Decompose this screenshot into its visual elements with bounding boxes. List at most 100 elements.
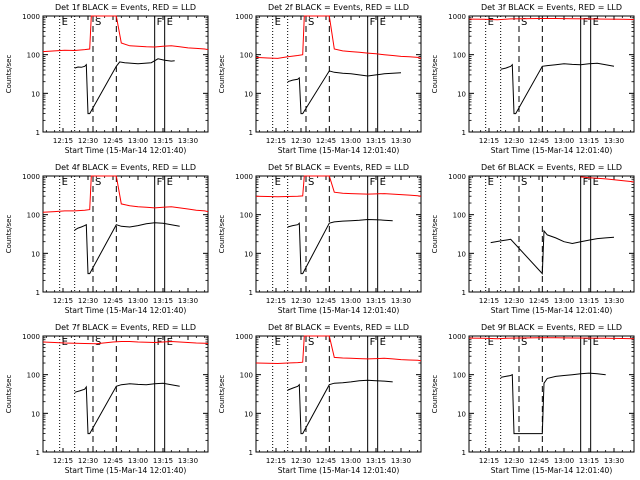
x-axis-label: Start Time (15-Mar-14 12:01:40): [491, 146, 613, 155]
y-tick-label: 1: [36, 129, 40, 137]
marker-label: S: [308, 17, 314, 28]
x-tick-label: 13:00: [554, 297, 574, 305]
x-tick-label: 13:00: [128, 457, 148, 465]
y-axis-label: Counts/sec: [218, 215, 226, 254]
marker-label: F: [157, 177, 163, 188]
panel-det-8: Det 8f BLACK = Events, RED = LLD 1 10 100 10…: [218, 323, 422, 475]
y-tick-label: 1000: [22, 173, 40, 181]
y-tick-label: 100: [240, 212, 253, 220]
panel-title: Det 6f BLACK = Events, RED = LLD: [481, 163, 622, 172]
marker-label: F: [583, 177, 589, 188]
series-line-events: [500, 62, 615, 115]
y-tick-label: 1000: [235, 173, 253, 181]
y-tick-label: 100: [453, 52, 466, 60]
series-line-events: [500, 372, 606, 435]
panel-det-3: Det 3f BLACK = Events, RED = LLD 1 10 100 10…: [431, 3, 635, 155]
marker-label: E: [167, 177, 173, 188]
x-tick-label: 13:15: [153, 297, 173, 305]
marker-label: E: [167, 337, 173, 348]
x-tick-label: 12:45: [103, 457, 123, 465]
panel-det-1: Det 1f BLACK = Events, RED = LLD 1 10 100 10…: [5, 3, 209, 155]
panel-det-4: Det 4f BLACK = Events, RED = LLD 1 10 100 10…: [5, 163, 209, 315]
series-line-events: [74, 382, 180, 435]
series-line-lld: [580, 176, 635, 183]
marker-label: F: [370, 337, 376, 348]
y-tick-label: 10: [244, 410, 253, 418]
x-tick-label: 12:30: [504, 137, 524, 145]
x-tick-label: 12:30: [291, 457, 311, 465]
y-tick-label: 100: [240, 372, 253, 380]
x-tick-label: 13:00: [554, 457, 574, 465]
y-tick-label: 10: [31, 410, 40, 418]
y-tick-label: 1: [249, 449, 253, 457]
marker-label: E: [593, 337, 599, 348]
y-tick-label: 1: [462, 289, 466, 297]
y-tick-label: 1000: [22, 13, 40, 21]
y-tick-label: 1: [462, 449, 466, 457]
x-tick-label: 12:15: [266, 137, 286, 145]
x-tick-label: 13:30: [391, 457, 411, 465]
panel-title: Det 7f BLACK = Events, RED = LLD: [55, 323, 196, 332]
marker-label: E: [62, 177, 68, 188]
x-tick-label: 13:30: [178, 297, 198, 305]
x-tick-label: 12:15: [479, 457, 499, 465]
x-tick-label: 13:30: [178, 137, 198, 145]
series-line-lld: [255, 15, 422, 59]
marker-label: F: [583, 17, 589, 28]
x-tick-label: 12:45: [103, 297, 123, 305]
series-line-lld: [42, 175, 209, 213]
y-tick-label: 1000: [22, 333, 40, 341]
marker-label: E: [275, 177, 281, 188]
y-tick-label: 100: [27, 212, 40, 220]
x-tick-label: 13:30: [604, 297, 624, 305]
marker-label: S: [95, 337, 101, 348]
panel-title: Det 1f BLACK = Events, RED = LLD: [55, 3, 196, 12]
y-tick-label: 100: [27, 372, 40, 380]
series-line-lld: [42, 15, 209, 53]
plot-frame: [255, 175, 422, 293]
x-tick-label: 13:15: [153, 457, 173, 465]
marker-label: E: [380, 337, 386, 348]
x-axis-label: Start Time (15-Mar-14 12:01:40): [65, 146, 187, 155]
x-tick-label: 13:00: [341, 457, 361, 465]
x-tick-label: 12:45: [103, 137, 123, 145]
series-line-events: [74, 222, 180, 275]
y-tick-label: 1: [249, 129, 253, 137]
marker-label: E: [488, 17, 494, 28]
y-tick-label: 100: [240, 52, 253, 60]
y-tick-label: 10: [31, 90, 40, 98]
series-line-events: [490, 229, 615, 275]
y-tick-label: 100: [453, 212, 466, 220]
marker-label: F: [157, 17, 163, 28]
x-tick-label: 13:30: [604, 137, 624, 145]
marker-label: E: [593, 177, 599, 188]
x-tick-label: 12:15: [266, 297, 286, 305]
y-axis-label: Counts/sec: [5, 215, 13, 254]
y-tick-label: 1: [249, 289, 253, 297]
y-tick-label: 10: [244, 90, 253, 98]
x-tick-label: 13:30: [391, 137, 411, 145]
x-tick-label: 12:30: [504, 457, 524, 465]
marker-label: E: [167, 17, 173, 28]
y-tick-label: 10: [457, 90, 466, 98]
x-tick-label: 12:30: [291, 137, 311, 145]
y-axis-label: Counts/sec: [5, 55, 13, 94]
y-tick-label: 10: [457, 250, 466, 258]
x-tick-label: 12:45: [316, 137, 336, 145]
series-line-events: [287, 379, 393, 435]
marker-label: S: [95, 17, 101, 28]
y-axis-label: Counts/sec: [431, 375, 439, 414]
x-tick-label: 13:15: [579, 137, 599, 145]
series-line-events: [287, 70, 402, 115]
panel-det-7: Det 7f BLACK = Events, RED = LLD 1 10 100 10…: [5, 323, 209, 475]
y-tick-label: 1000: [235, 13, 253, 21]
x-tick-label: 13:15: [366, 297, 386, 305]
panel-det-2: Det 2f BLACK = Events, RED = LLD 1 10 100 10…: [218, 3, 422, 155]
marker-label: E: [62, 17, 68, 28]
plot-frame: [42, 175, 209, 293]
y-tick-label: 10: [457, 410, 466, 418]
marker-label: S: [521, 177, 527, 188]
x-tick-label: 13:30: [391, 297, 411, 305]
panel-det-9: Det 9f BLACK = Events, RED = LLD 1 10 100 10…: [431, 323, 635, 475]
plot-frame: [468, 175, 635, 293]
